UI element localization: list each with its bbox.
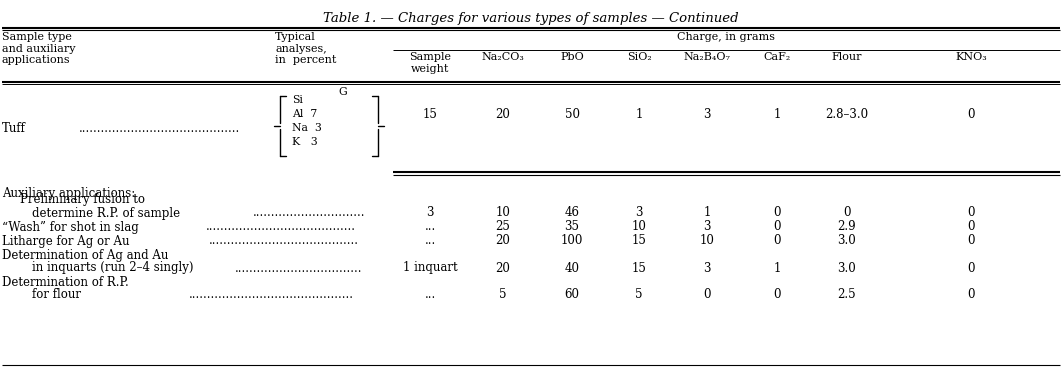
Text: 0: 0 — [773, 207, 781, 220]
Text: 1 inquart: 1 inquart — [402, 262, 458, 275]
Text: Si: Si — [292, 95, 303, 105]
Text: Na  3: Na 3 — [292, 123, 322, 133]
Text: 1: 1 — [703, 207, 710, 220]
Text: 50: 50 — [565, 107, 580, 121]
Text: 0: 0 — [967, 107, 975, 121]
Text: ........................................: ........................................ — [206, 221, 356, 234]
Text: 0: 0 — [967, 262, 975, 275]
Text: 10: 10 — [700, 235, 715, 248]
Text: 2.8–3.0: 2.8–3.0 — [825, 107, 869, 121]
Text: Table 1. — Charges for various types of samples — Continued: Table 1. — Charges for various types of … — [323, 12, 739, 25]
Text: 15: 15 — [632, 262, 647, 275]
Text: Determination of R.P.: Determination of R.P. — [2, 276, 129, 289]
Text: KNO₃: KNO₃ — [955, 52, 987, 62]
Text: ............................................: ........................................… — [188, 289, 354, 301]
Text: Sample type
and auxiliary
applications: Sample type and auxiliary applications — [2, 32, 75, 65]
Text: 60: 60 — [565, 289, 580, 301]
Text: Tuff: Tuff — [2, 121, 25, 134]
Text: 0: 0 — [703, 289, 710, 301]
Text: Charge, in grams: Charge, in grams — [676, 32, 775, 42]
Text: Typical
analyses,
in  percent: Typical analyses, in percent — [275, 32, 337, 65]
Text: Na₂B₄O₇: Na₂B₄O₇ — [684, 52, 731, 62]
Text: 3.0: 3.0 — [838, 262, 856, 275]
Text: 3: 3 — [703, 221, 710, 234]
Text: Na₂CO₃: Na₂CO₃ — [481, 52, 525, 62]
Text: 0: 0 — [773, 235, 781, 248]
Text: 3: 3 — [703, 107, 710, 121]
Text: ...........................................: ........................................… — [79, 121, 240, 134]
Text: K   3: K 3 — [292, 137, 318, 147]
Text: 0: 0 — [967, 207, 975, 220]
Text: 5: 5 — [499, 289, 507, 301]
Text: 5: 5 — [635, 289, 643, 301]
Text: 3.0: 3.0 — [838, 235, 856, 248]
Text: ...: ... — [425, 221, 435, 234]
Text: 3: 3 — [703, 262, 710, 275]
Text: Flour: Flour — [832, 52, 862, 62]
Text: 1: 1 — [773, 107, 781, 121]
Text: ........................................: ........................................ — [209, 235, 359, 248]
Text: G: G — [338, 87, 347, 97]
Text: 20: 20 — [496, 262, 511, 275]
Text: 10: 10 — [632, 221, 647, 234]
Text: 46: 46 — [565, 207, 580, 220]
Text: Sample
weight: Sample weight — [409, 52, 451, 73]
Text: 3: 3 — [635, 207, 643, 220]
Text: ...: ... — [425, 289, 435, 301]
Text: 20: 20 — [496, 235, 511, 248]
Text: ..............................: .............................. — [253, 207, 365, 220]
Text: 0: 0 — [773, 289, 781, 301]
Text: 0: 0 — [773, 221, 781, 234]
Text: 0: 0 — [967, 289, 975, 301]
Text: 0: 0 — [967, 221, 975, 234]
Text: determine R.P. of sample: determine R.P. of sample — [32, 207, 181, 220]
Text: Al  7: Al 7 — [292, 109, 318, 119]
Text: ..................................: .................................. — [236, 262, 363, 275]
Text: CaF₂: CaF₂ — [764, 52, 790, 62]
Text: 40: 40 — [565, 262, 580, 275]
Text: 0: 0 — [967, 235, 975, 248]
Text: Determination of Ag and Au: Determination of Ag and Au — [2, 248, 169, 262]
Text: Litharge for Ag or Au: Litharge for Ag or Au — [2, 235, 130, 248]
Text: ...: ... — [425, 235, 435, 248]
Text: 3: 3 — [426, 207, 433, 220]
Text: “Wash” for shot in slag: “Wash” for shot in slag — [2, 221, 139, 234]
Text: PbO: PbO — [560, 52, 584, 62]
Text: 1: 1 — [773, 262, 781, 275]
Text: SiO₂: SiO₂ — [627, 52, 651, 62]
Text: 35: 35 — [565, 221, 580, 234]
Text: for flour: for flour — [32, 289, 81, 301]
Text: 2.5: 2.5 — [838, 289, 856, 301]
Text: 15: 15 — [632, 235, 647, 248]
Text: 2.9: 2.9 — [838, 221, 856, 234]
Text: 15: 15 — [423, 107, 438, 121]
Text: Preliminary fusion to: Preliminary fusion to — [20, 193, 145, 207]
Text: in inquarts (run 2–4 singly): in inquarts (run 2–4 singly) — [32, 262, 193, 275]
Text: 25: 25 — [496, 221, 511, 234]
Text: 10: 10 — [496, 207, 511, 220]
Text: 100: 100 — [561, 235, 583, 248]
Text: 0: 0 — [843, 207, 851, 220]
Text: 20: 20 — [496, 107, 511, 121]
Text: 1: 1 — [635, 107, 643, 121]
Text: Auxiliary applications:: Auxiliary applications: — [2, 187, 135, 200]
